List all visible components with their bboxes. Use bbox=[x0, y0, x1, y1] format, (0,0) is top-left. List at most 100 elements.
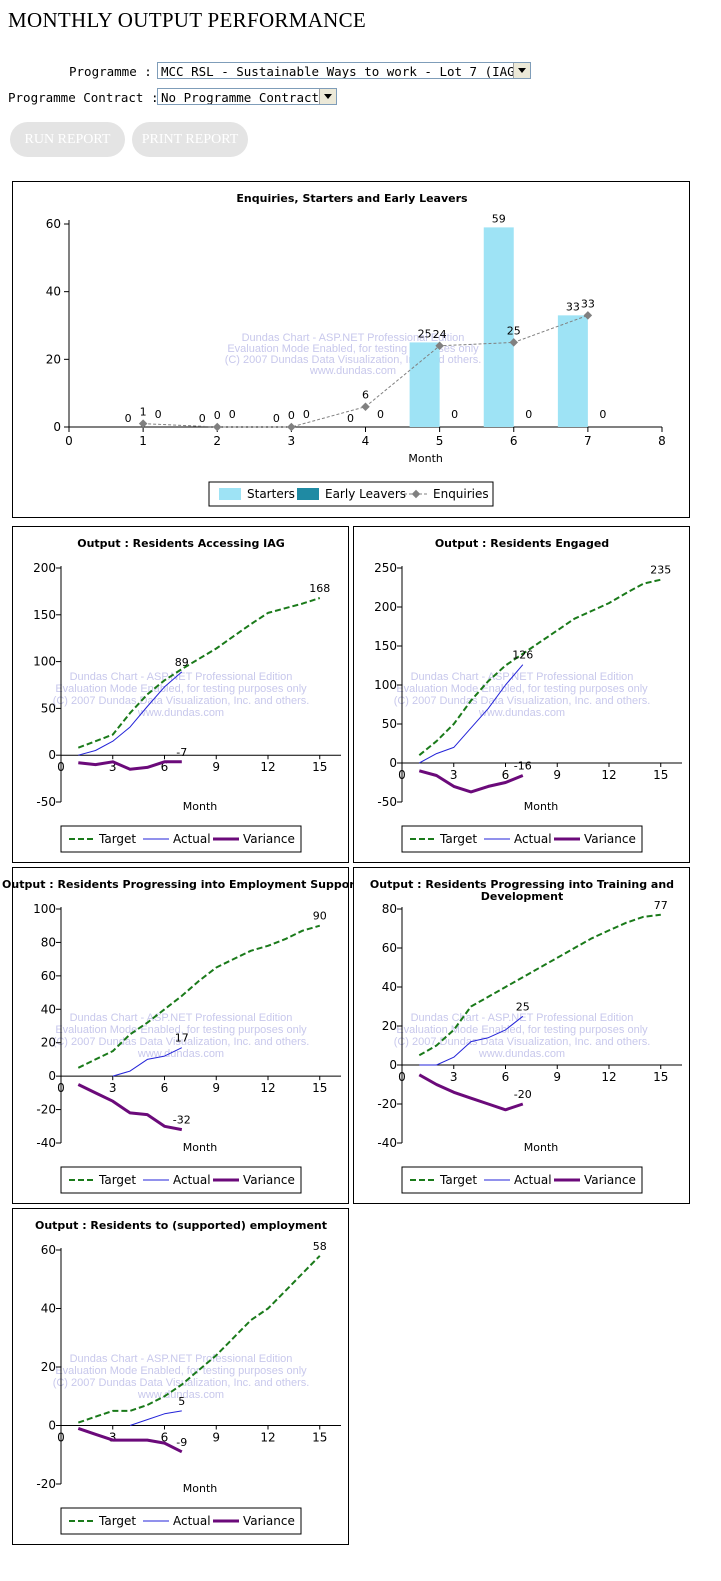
x-axis-title: Month bbox=[524, 1141, 559, 1154]
legend-marker-enquiries bbox=[411, 489, 421, 499]
chart-enquiries-starters: Enquiries, Starters and Early Leavers Dun… bbox=[12, 181, 690, 518]
chart-title: Output : Residents Accessing IAG bbox=[77, 537, 285, 550]
x-tick-label: 6 bbox=[510, 434, 518, 448]
run-report-button[interactable]: RUN REPORT bbox=[10, 122, 125, 157]
chart-title: Output : Residents to (supported) employ… bbox=[35, 1219, 327, 1232]
legend-label-actual: Actual bbox=[514, 1173, 552, 1187]
y-tick-label: 60 bbox=[46, 217, 61, 231]
x-tick-label: 15 bbox=[312, 760, 327, 774]
watermark-text: (C) 2007 Dundas Data Visualization, Inc.… bbox=[53, 1036, 310, 1048]
x-tick-label: 3 bbox=[109, 1431, 117, 1445]
data-label: 89 bbox=[175, 656, 189, 669]
watermark-text: Evaluation Mode Enabled, for testing pur… bbox=[396, 1024, 648, 1036]
chevron-down-icon[interactable] bbox=[513, 63, 530, 78]
starters-bar bbox=[409, 342, 440, 427]
data-label: 25 bbox=[516, 1000, 530, 1013]
chart-title: Development bbox=[481, 890, 563, 903]
y-tick-label: 0 bbox=[389, 1058, 397, 1072]
early-leavers-data-label: 0 bbox=[229, 408, 236, 421]
chart-title: Output : Residents Engaged bbox=[435, 537, 609, 550]
legend-swatch-early-leavers bbox=[297, 488, 319, 500]
programme-select[interactable]: MCC RSL - Sustainable Ways to work - Lot… bbox=[157, 62, 531, 79]
contract-select[interactable]: No Programme Contract bbox=[157, 88, 337, 105]
starters-data-label: 0 bbox=[125, 412, 132, 425]
starters-data-label: 33 bbox=[566, 300, 580, 313]
chart-supported-employment: Output : Residents to (supported) employ… bbox=[12, 1208, 349, 1545]
legend-swatch-starters bbox=[219, 488, 241, 500]
starters-bar bbox=[557, 315, 588, 427]
data-label: 77 bbox=[654, 899, 668, 912]
legend-label-enquiries: Enquiries bbox=[433, 487, 489, 501]
chart-training-development: Output : Residents Progressing into Trai… bbox=[353, 867, 690, 1204]
early-leavers-data-label: 0 bbox=[451, 408, 458, 421]
x-tick-label: 3 bbox=[109, 760, 117, 774]
watermark-text: (C) 2007 Dundas Data Visualization, Inc.… bbox=[394, 1036, 651, 1048]
y-tick-label: 20 bbox=[41, 1360, 56, 1374]
legend-label-variance: Variance bbox=[584, 1173, 636, 1187]
x-tick-label: 9 bbox=[212, 1431, 220, 1445]
data-label: 5 bbox=[178, 1395, 185, 1408]
starters-data-label: 0 bbox=[273, 412, 280, 425]
x-axis-title: Month bbox=[408, 452, 443, 465]
watermark-text: Dundas Chart - ASP.NET Professional Edit… bbox=[411, 671, 634, 683]
x-tick-label: 6 bbox=[161, 1431, 169, 1445]
data-label: 235 bbox=[650, 564, 671, 577]
x-tick-label: 3 bbox=[288, 434, 296, 448]
legend-box bbox=[401, 1166, 643, 1194]
y-tick-label: 0 bbox=[389, 756, 397, 770]
x-tick-label: 12 bbox=[260, 1431, 275, 1445]
y-tick-label: 100 bbox=[33, 902, 56, 916]
x-tick-label: 0 bbox=[65, 434, 73, 448]
data-label: -32 bbox=[173, 1114, 191, 1127]
variance-line bbox=[77, 1426, 183, 1454]
legend-box bbox=[60, 1166, 302, 1194]
data-label: 58 bbox=[313, 1240, 327, 1253]
x-tick-label: 3 bbox=[109, 1081, 117, 1095]
legend-label-target: Target bbox=[98, 1173, 136, 1187]
legend-box bbox=[208, 481, 494, 507]
enquiries-point bbox=[361, 402, 370, 411]
y-tick-label: 40 bbox=[41, 1002, 56, 1016]
watermark-text: www.dundas.com bbox=[478, 707, 565, 719]
x-tick-label: 0 bbox=[57, 760, 65, 774]
data-label: -9 bbox=[176, 1436, 187, 1449]
y-tick-label: 60 bbox=[41, 969, 56, 983]
legend-box bbox=[60, 825, 302, 853]
enquiries-data-label: 1 bbox=[140, 406, 147, 419]
legend-label-variance: Variance bbox=[243, 1514, 295, 1528]
early-leavers-data-label: 0 bbox=[303, 408, 310, 421]
watermark-text: www.dundas.com bbox=[137, 1389, 224, 1401]
y-tick-label: -40 bbox=[36, 1136, 56, 1150]
legend-label-variance: Variance bbox=[584, 832, 636, 846]
chart-employment-support: Output : Residents Progressing into Empl… bbox=[2, 867, 360, 1204]
page-title: MONTHLY OUTPUT PERFORMANCE bbox=[8, 8, 367, 32]
actual-line bbox=[419, 1015, 524, 1066]
x-tick-label: 6 bbox=[502, 1070, 510, 1084]
watermark-text: Dundas Chart - ASP.NET Professional Edit… bbox=[70, 671, 293, 683]
enquiries-data-label: 33 bbox=[581, 297, 595, 310]
chevron-down-icon[interactable] bbox=[319, 89, 336, 104]
chart-enquiries-starters-svg: Enquiries, Starters and Early Leavers Dun… bbox=[46, 192, 666, 507]
chart-title: Output : Residents Progressing into Empl… bbox=[2, 878, 360, 891]
starters-data-label: 59 bbox=[492, 212, 506, 225]
data-label: 168 bbox=[309, 582, 330, 595]
early-leavers-data-label: 0 bbox=[599, 408, 606, 421]
x-tick-label: 7 bbox=[584, 434, 592, 448]
x-tick-label: 12 bbox=[601, 1070, 616, 1084]
x-tick-label: 6 bbox=[161, 760, 169, 774]
y-tick-label: 200 bbox=[374, 600, 397, 614]
watermark-text: www.dundas.com bbox=[478, 1048, 565, 1060]
y-tick-label: 80 bbox=[41, 935, 56, 949]
y-tick-label: 100 bbox=[374, 678, 397, 692]
watermark-text: www.dundas.com bbox=[137, 1048, 224, 1060]
x-tick-label: 0 bbox=[57, 1081, 65, 1095]
y-tick-label: 60 bbox=[382, 941, 397, 955]
x-tick-label: 3 bbox=[450, 768, 458, 782]
print-report-button[interactable]: PRINT REPORT bbox=[132, 122, 248, 157]
early-leavers-data-label: 0 bbox=[525, 408, 532, 421]
watermark-text: Dundas Chart - ASP.NET Professional Edit… bbox=[70, 1012, 293, 1024]
y-tick-label: 100 bbox=[33, 655, 56, 669]
legend-label-target: Target bbox=[439, 832, 477, 846]
target-line bbox=[77, 1255, 321, 1424]
variance-line bbox=[78, 760, 182, 771]
